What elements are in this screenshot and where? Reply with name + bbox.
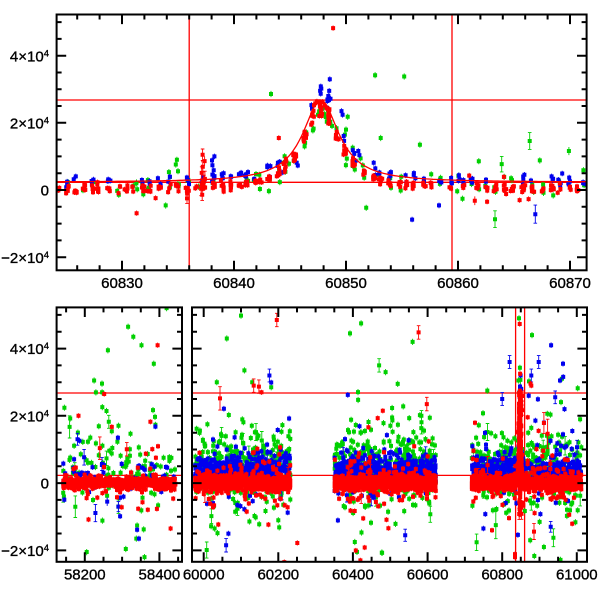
- svg-text:61000: 61000: [556, 567, 598, 584]
- svg-text:0: 0: [41, 476, 49, 493]
- svg-text:60840: 60840: [213, 275, 255, 292]
- svg-text:58200: 58200: [64, 567, 106, 584]
- svg-text:60870: 60870: [549, 275, 591, 292]
- svg-text:60600: 60600: [407, 567, 449, 584]
- svg-text:60800: 60800: [481, 567, 523, 584]
- svg-text:4×104: 4×104: [10, 48, 49, 65]
- svg-text:4×104: 4×104: [10, 341, 49, 358]
- svg-text:58400: 58400: [139, 567, 181, 584]
- svg-text:−2×104: −2×104: [1, 250, 49, 267]
- svg-text:60000: 60000: [183, 567, 225, 584]
- svg-text:2×104: 2×104: [10, 115, 49, 132]
- svg-text:60400: 60400: [332, 567, 374, 584]
- svg-text:60850: 60850: [325, 275, 367, 292]
- svg-text:2×104: 2×104: [10, 408, 49, 425]
- svg-text:0: 0: [41, 183, 49, 200]
- svg-text:−2×104: −2×104: [1, 543, 49, 560]
- svg-text:60830: 60830: [101, 275, 143, 292]
- svg-text:60200: 60200: [257, 567, 299, 584]
- svg-text:60860: 60860: [437, 275, 479, 292]
